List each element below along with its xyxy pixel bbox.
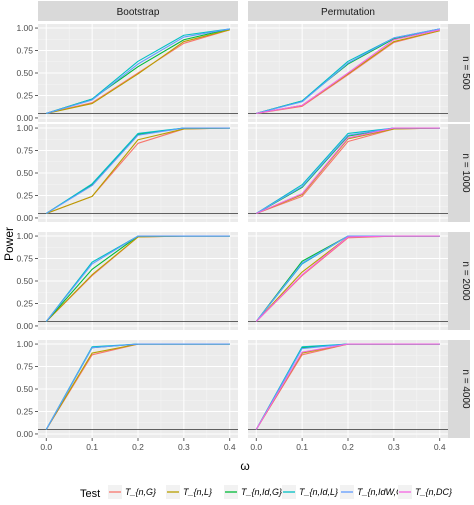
x-tick-label: 0.3 xyxy=(178,442,190,452)
y-tick-label: 0.00 xyxy=(16,321,33,331)
panel-bootstrap-n-500 xyxy=(38,24,238,122)
y-tick-label: 0.75 xyxy=(16,254,33,264)
y-tick-label: 1.00 xyxy=(16,123,33,133)
strip-label-n-1000: n = 1000 xyxy=(460,153,471,193)
y-tick-label: 0.00 xyxy=(16,113,33,123)
y-tick-label: 0.50 xyxy=(16,168,33,178)
y-tick-label: 1.00 xyxy=(16,231,33,241)
series-line-tnidwg xyxy=(256,28,440,114)
x-tick-label: 0.3 xyxy=(388,442,400,452)
legend-item-tnidwg: T_{n,IdW,G} xyxy=(340,485,406,499)
legend-item-tng: T_{n,G} xyxy=(108,485,156,499)
axes-layer: 0.000.250.500.751.000.000.250.500.751.00… xyxy=(16,23,445,452)
series-line-tng xyxy=(46,29,230,114)
x-tick-label: 0.0 xyxy=(40,442,52,452)
x-tick-label: 0.2 xyxy=(342,442,354,452)
legend-label: T_{n,IdW,G} xyxy=(357,487,406,497)
x-tick-label: 0.4 xyxy=(224,442,236,452)
legend-label: T_{n,DC} xyxy=(415,487,452,497)
legend-label: T_{n,Id,L} xyxy=(299,487,338,497)
y-tick-label: 0.25 xyxy=(16,90,33,100)
legend-item-tnidg: T_{n,Id,G} xyxy=(224,485,282,499)
legend-item-tnl: T_{n,L} xyxy=(166,485,212,499)
y-tick-label: 0.00 xyxy=(16,213,33,223)
y-tick-label: 0.00 xyxy=(16,429,33,439)
panel-permutation-n-4000 xyxy=(248,340,448,438)
y-axis-title: Power xyxy=(2,227,16,261)
x-tick-label: 0.1 xyxy=(296,442,308,452)
y-tick-label: 1.00 xyxy=(16,23,33,33)
strip-n-1000 xyxy=(448,124,470,222)
panel-permutation-n-1000 xyxy=(248,124,448,222)
strip-label-n-500: n = 500 xyxy=(460,56,471,90)
strip-n-4000 xyxy=(448,340,470,438)
y-tick-label: 0.25 xyxy=(16,190,33,200)
strip-bootstrap xyxy=(38,1,238,21)
series-line-tndc xyxy=(256,29,440,115)
y-tick-label: 0.50 xyxy=(16,276,33,286)
legend-label: T_{n,G} xyxy=(125,487,156,497)
x-tick-label: 0.1 xyxy=(86,442,98,452)
panel-bootstrap-n-2000 xyxy=(38,232,238,330)
x-tick-label: 0.2 xyxy=(132,442,144,452)
x-tick-label: 0.0 xyxy=(250,442,262,452)
y-tick-label: 0.75 xyxy=(16,362,33,372)
panels-layer: Bootstrap Permutation n = 500 n = 1000 n = 2… xyxy=(38,1,471,438)
legend-item-tnidl: T_{n,Id,L} xyxy=(282,485,338,499)
legend-item-tndc: T_{n,DC} xyxy=(398,485,452,499)
y-tick-label: 0.50 xyxy=(16,384,33,394)
x-axis-title: ω xyxy=(240,459,249,473)
panel-bootstrap-n-4000 xyxy=(38,340,238,438)
legend: Test T_{n,G} T_{n,L} T_{n,Id,G} T_{n,Id,L} T… xyxy=(80,485,452,500)
x-tick-label: 0.4 xyxy=(434,442,446,452)
strip-label-permutation: Permutation xyxy=(321,7,375,18)
series-line-tnidwg xyxy=(45,127,230,214)
series-line-tnidwg xyxy=(46,28,230,114)
series-line-tndc xyxy=(255,343,440,430)
panel-permutation-n-2000 xyxy=(248,232,448,330)
y-tick-label: 0.25 xyxy=(16,298,33,308)
legend-label: T_{n,Id,G} xyxy=(241,487,282,497)
series-line-tng xyxy=(256,30,440,115)
strip-label-bootstrap: Bootstrap xyxy=(117,7,160,18)
strip-label-n-2000: n = 2000 xyxy=(460,261,471,301)
strip-permutation xyxy=(248,1,448,21)
y-tick-label: 0.25 xyxy=(16,406,33,416)
series-line-tnl xyxy=(256,127,440,214)
y-tick-label: 1.00 xyxy=(16,339,33,349)
legend-label: T_{n,L} xyxy=(183,487,212,497)
series-line-tnidwg xyxy=(45,343,230,430)
panel-permutation-n-500 xyxy=(248,24,448,122)
series-line-tndc xyxy=(256,127,440,214)
series-line-tnl xyxy=(46,29,230,114)
y-tick-label: 0.75 xyxy=(16,146,33,156)
legend-title: Test xyxy=(80,488,100,500)
series-line-tnidwg xyxy=(45,235,230,322)
strip-label-n-4000: n = 4000 xyxy=(460,369,471,409)
series-line-tnl xyxy=(46,127,230,214)
y-tick-label: 0.50 xyxy=(16,68,33,78)
panel-bootstrap-n-1000 xyxy=(38,124,238,222)
series-line-tnidl xyxy=(46,28,230,114)
strip-n-2000 xyxy=(448,232,470,330)
series-line-tndc xyxy=(255,235,440,322)
y-tick-label: 0.75 xyxy=(16,46,33,56)
strip-n-500 xyxy=(448,24,470,122)
